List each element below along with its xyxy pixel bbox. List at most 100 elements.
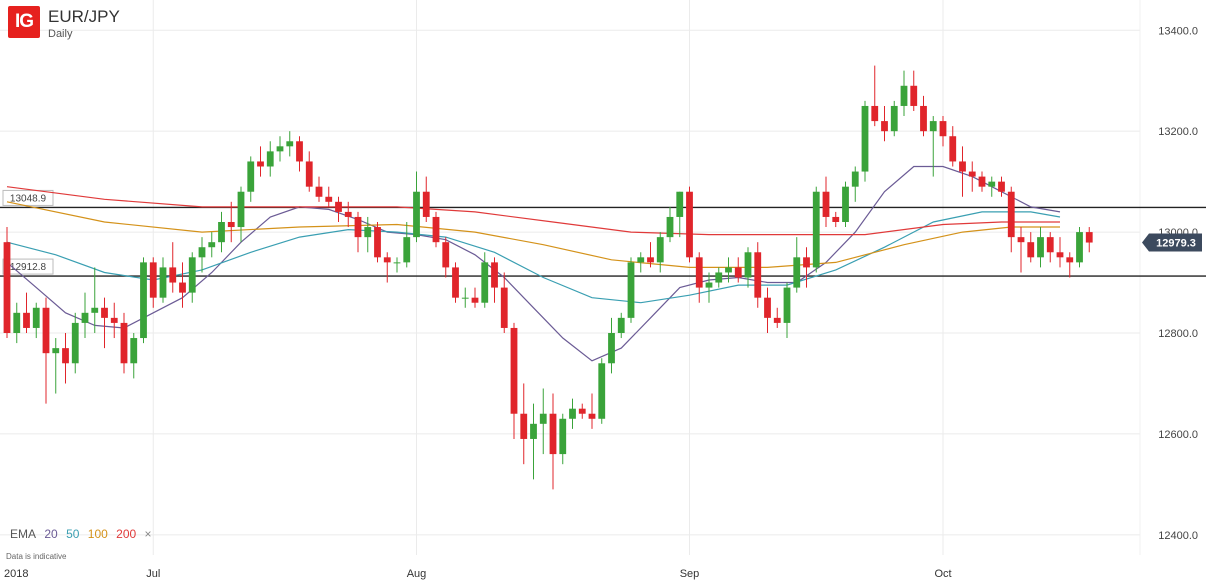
candle-body <box>744 252 752 278</box>
close-icon[interactable]: × <box>144 527 152 541</box>
candle-body <box>978 176 986 187</box>
ema-legend-50[interactable]: 50 <box>66 527 80 541</box>
ema-50-line <box>6 211 1061 304</box>
price-axis: 13400.013200.013000.012800.012600.012400… <box>1158 25 1198 542</box>
candle-body <box>1017 237 1025 243</box>
candle-body <box>900 85 908 106</box>
candle-body <box>42 307 50 354</box>
candle-body <box>1027 242 1035 258</box>
candle-body <box>422 191 430 217</box>
level-label: 13048.9 <box>10 193 47 204</box>
candle-body <box>851 171 859 187</box>
candle-body <box>959 161 966 172</box>
last-price-badge <box>1142 233 1202 252</box>
candle-body <box>920 105 927 132</box>
ema-legend-label: EMA <box>10 527 37 541</box>
badges: 12979.3 <box>1142 233 1202 252</box>
ig-logo: IG <box>8 6 40 38</box>
candle-body <box>949 136 957 162</box>
candle-body <box>81 312 89 323</box>
candle-body <box>871 105 879 122</box>
y-tick-label: 13200.0 <box>1158 126 1198 138</box>
candle-body <box>413 191 420 238</box>
candle-body <box>23 312 30 328</box>
candle-body <box>101 307 108 318</box>
candle-body <box>890 105 898 132</box>
timeframe-label[interactable]: Daily <box>48 28 73 40</box>
x-tick-label: Jul <box>146 568 160 580</box>
candle-body <box>822 191 830 217</box>
candle-body <box>3 242 11 333</box>
candle-body <box>296 141 303 162</box>
candle-body <box>1046 237 1054 253</box>
candle-body <box>773 317 781 323</box>
candle-body <box>208 242 216 248</box>
candle-body <box>71 322 79 364</box>
candle-body <box>13 312 21 333</box>
candle-body <box>257 161 264 167</box>
candle-body <box>812 191 820 268</box>
candle-body <box>842 186 849 222</box>
ema-20-line <box>6 165 1061 362</box>
candle-body <box>159 267 167 298</box>
candle-body <box>695 257 703 288</box>
candle-body <box>461 297 469 299</box>
candle-body <box>608 333 615 364</box>
candle-body <box>471 297 479 303</box>
x-tick-label: Aug <box>407 568 427 580</box>
instrument-title[interactable]: EUR/JPY <box>48 7 120 26</box>
y-tick-label: 12800.0 <box>1158 328 1198 340</box>
candle-body <box>988 181 996 187</box>
candle-body <box>530 423 537 439</box>
candle-body <box>676 191 684 217</box>
candle-body <box>344 211 352 217</box>
candle-body <box>783 287 791 323</box>
candle-body <box>500 287 508 328</box>
candle-body <box>705 282 713 288</box>
candle-body <box>481 262 489 303</box>
candle-body <box>179 282 186 293</box>
candle-body <box>1037 237 1044 258</box>
ema-legend-200[interactable]: 200 <box>116 527 137 541</box>
candle-body <box>539 413 547 424</box>
last-price-label: 12979.3 <box>1156 238 1196 250</box>
candle-body <box>91 307 99 313</box>
candle-body <box>578 408 586 414</box>
grid <box>0 0 1141 555</box>
candle-body <box>1076 232 1083 263</box>
ema-legend-20[interactable]: 20 <box>44 527 58 541</box>
candle-body <box>198 247 206 258</box>
candle-body <box>861 105 869 172</box>
candle-body <box>617 317 625 333</box>
ema-200-line <box>6 186 1060 236</box>
candle-body <box>383 257 391 263</box>
ema-legend-100[interactable]: 100 <box>87 527 108 541</box>
candle-body <box>939 121 947 137</box>
date-axis: 2018 Jul Aug Sep Oct <box>4 568 952 580</box>
candle-body <box>335 201 342 212</box>
candle-body <box>276 146 284 152</box>
candle-body <box>169 267 177 283</box>
candle-body <box>247 161 255 192</box>
candle-body <box>218 222 225 243</box>
candle-body <box>647 257 654 263</box>
candle-body <box>403 237 411 263</box>
candle-body <box>354 216 362 238</box>
candle-body <box>1007 191 1015 238</box>
candle-body <box>754 252 762 298</box>
candle-body <box>120 322 128 364</box>
candle-body <box>656 237 664 263</box>
y-tick-label: 13400.0 <box>1158 25 1198 37</box>
ema-legend: EMA 20 50 100 200 × <box>10 527 157 541</box>
chart-header: IG EUR/JPY Daily <box>8 6 120 40</box>
candles <box>3 65 1093 490</box>
candle-body <box>598 363 606 419</box>
disclaimer-text: Data is indicative <box>6 552 67 561</box>
ema-lines <box>6 165 1061 362</box>
candle-body <box>1066 257 1074 263</box>
level-label: 12912.8 <box>10 262 47 273</box>
candle-body <box>393 262 401 264</box>
candle-body <box>588 413 596 419</box>
candle-body <box>140 262 147 339</box>
